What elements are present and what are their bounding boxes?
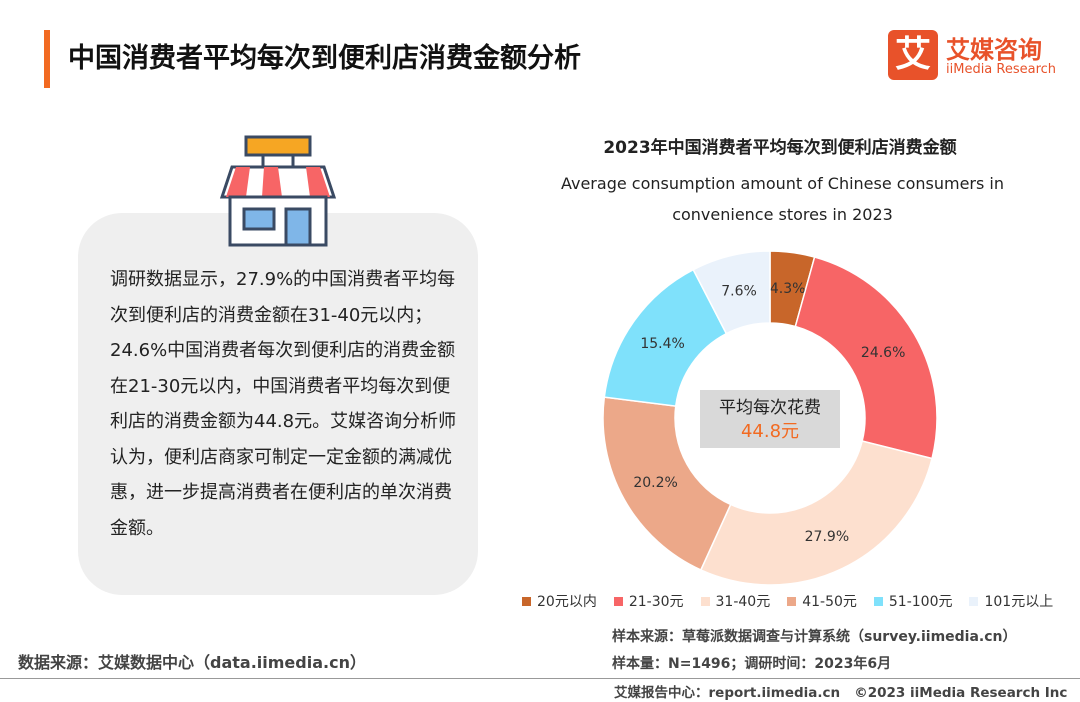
analysis-text: 调研数据显示，27.9%的中国消费者平均每次到便利店的消费金额在31-40元以内… <box>110 269 457 539</box>
logo-name: 艾媒咨询 <box>946 36 1042 64</box>
legend-swatch <box>522 596 531 606</box>
store-icon <box>219 135 337 247</box>
legend-swatch <box>873 596 883 606</box>
text-box <box>78 213 478 595</box>
center-label: 平均每次花费 <box>719 398 821 418</box>
donut-segment <box>699 440 933 586</box>
legend-item: 20元以内 <box>522 591 597 611</box>
legend-item: 41-50元 <box>787 591 857 611</box>
data-label: 15.4% <box>640 336 684 352</box>
legend: 20元以内 21-30元 31-40元 41-50元 51-100元 101元以上 <box>522 591 1080 611</box>
center-box <box>700 390 840 448</box>
data-label: 20.2% <box>633 475 677 491</box>
donut-segment <box>602 396 732 571</box>
legend-label: 51-100元 <box>888 594 953 610</box>
data-label: 27.9% <box>805 529 849 545</box>
sample-source: 样本来源：草莓派数据调查与计算系统（survey.iimedia.cn） <box>612 629 1017 645</box>
donut-segment <box>692 250 771 335</box>
logo-mark: 艾 <box>888 30 938 80</box>
data-label: 7.6% <box>721 284 757 300</box>
legend-item: 31-40元 <box>700 591 771 611</box>
chart-subtitle: Average consumption amount of Chinese co… <box>560 174 1005 224</box>
footer: 艾媒报告中心：report.iimedia.cn ©2023 iiMedia R… <box>614 681 1067 701</box>
data-label: 24.6% <box>861 345 905 361</box>
legend-item: 51-100元 <box>873 591 953 611</box>
legend-label: 101元以上 <box>984 594 1054 610</box>
chart-title: 2023年中国消费者平均每次到便利店消费金额 <box>603 138 957 158</box>
data-source: 数据来源：艾媒数据中心（data.iimedia.cn） <box>18 653 366 672</box>
data-label: 4.3% <box>770 281 806 297</box>
copyright: ©2023 iiMedia Research Inc <box>854 685 1068 701</box>
legend-item: 21-30元 <box>613 591 684 611</box>
legend-label: 41-50元 <box>802 594 857 610</box>
legend-swatch <box>787 596 797 606</box>
sample-size: 样本量：N=1496；调研时间：2023年6月 <box>612 656 892 672</box>
report-center: 艾媒报告中心：report.iimedia.cn <box>614 685 841 701</box>
title-accent <box>44 30 50 88</box>
footer-rule <box>0 678 1080 679</box>
legend-swatch <box>613 596 623 606</box>
legend-swatch <box>969 596 979 606</box>
logo-en: iiMedia Research <box>946 62 1057 77</box>
donut-segment <box>794 256 938 460</box>
legend-label: 21-30元 <box>628 594 684 610</box>
legend-item: 101元以上 <box>969 591 1053 611</box>
legend-label: 20元以内 <box>537 594 597 610</box>
center-value: 44.8元 <box>741 421 799 442</box>
donut-chart: 4.3% 24.6% 27.9% 20.2% 15.4% 7.6% 平均每次花费 44.8元 <box>602 250 938 586</box>
page-title: 中国消费者平均每次到便利店消费金额分析 <box>68 43 581 74</box>
legend-swatch <box>700 596 710 606</box>
legend-label: 31-40元 <box>715 594 771 610</box>
